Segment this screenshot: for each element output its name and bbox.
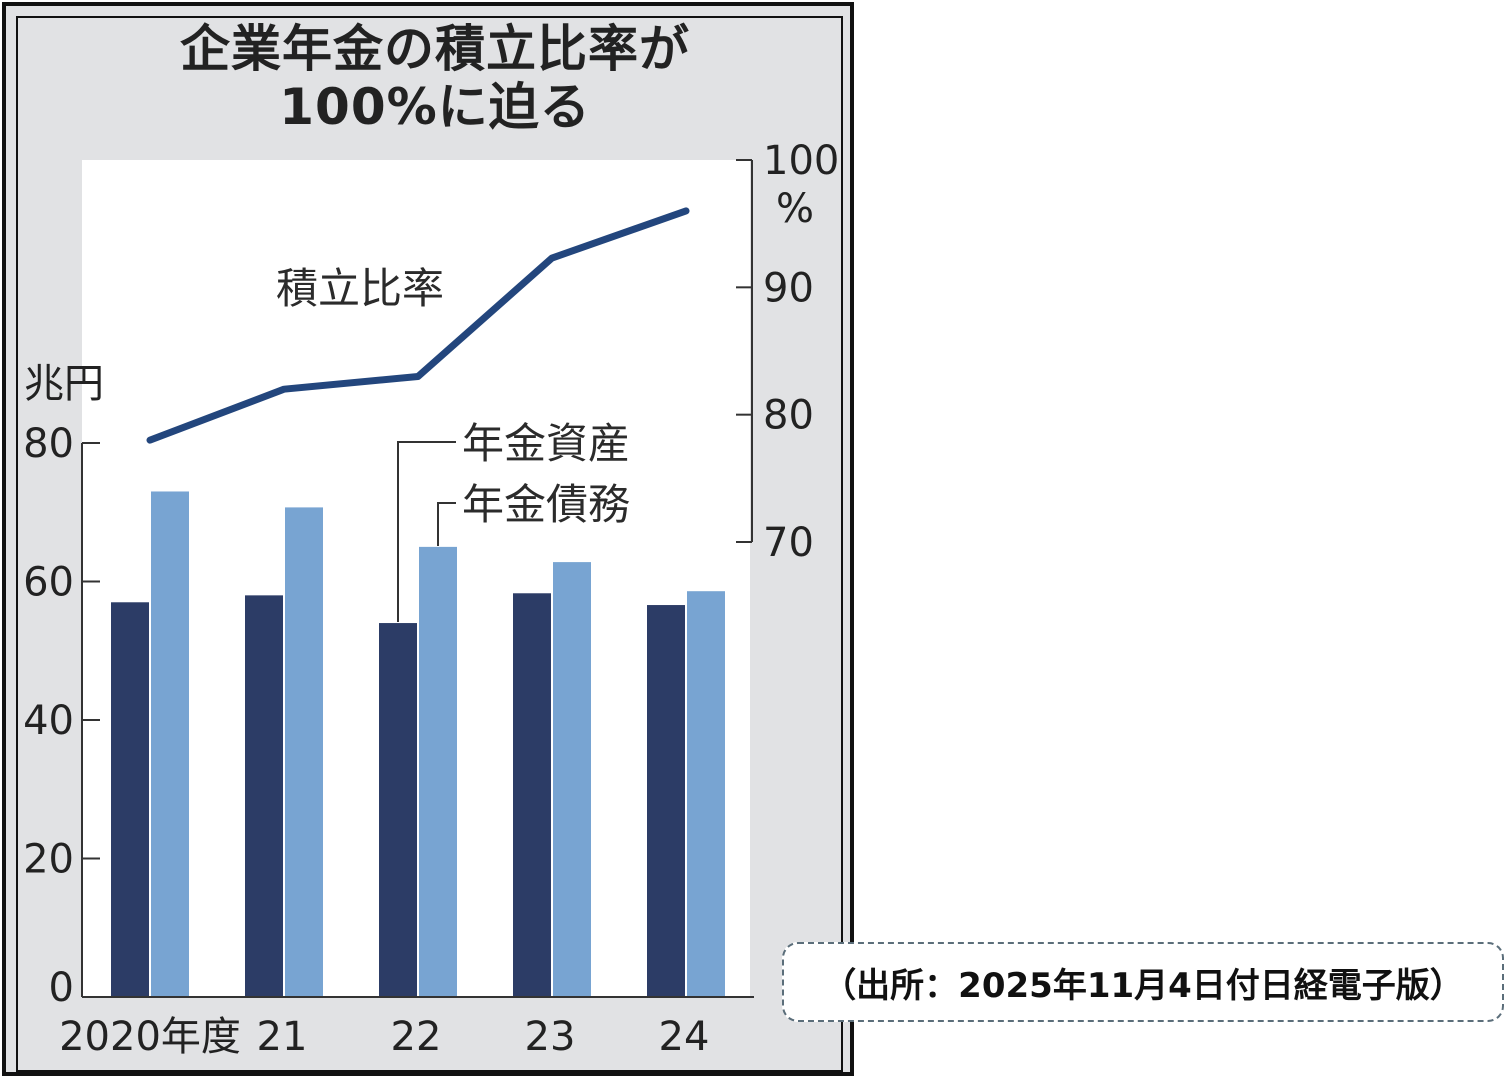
left-axis-label-2: 40 <box>23 698 74 744</box>
chart-title-line-2: 100%に迫る <box>279 78 591 136</box>
x-axis-label-2: 22 <box>391 1014 442 1060</box>
bar-assets-4 <box>647 605 685 997</box>
x-axis-label-1: 21 <box>257 1014 308 1060</box>
left-axis-label-1: 20 <box>23 837 74 883</box>
left-axis-label-4: 80 <box>23 421 74 467</box>
chart-title: 企業年金の積立比率が 100%に迫る <box>60 20 810 136</box>
bar-assets-3 <box>513 593 551 997</box>
bar-liabilities-1 <box>285 507 323 997</box>
left-axis-unit: 兆円 <box>24 361 104 407</box>
source-note: （出所：2025年11月4日付日経電子版） <box>782 942 1504 1022</box>
x-axis-label-4: 24 <box>659 1014 710 1060</box>
chart-title-line-1: 企業年金の積立比率が <box>180 20 690 78</box>
liabilities-leader-line <box>437 502 456 546</box>
chart-svg: 0 20 40 60 80 兆円 70 80 90 100% 2020年度 21 22 23 24 積立比率年… <box>23 138 839 1060</box>
bar-liabilities-2 <box>419 546 457 997</box>
ratio-point-3 <box>551 257 553 260</box>
bar-liabilities-0 <box>151 491 189 997</box>
ratio-point-0 <box>149 439 151 442</box>
right-axis-label-0: 70 <box>763 520 814 566</box>
bar-liabilities-3 <box>553 562 591 997</box>
right-axis-label-2: 90 <box>763 265 814 311</box>
left-axis-label-0: 0 <box>49 965 74 1011</box>
ratio-line-label: 積立比率 <box>276 264 444 313</box>
ratio-point-1 <box>283 388 285 391</box>
x-axis-label-0: 2020年度 <box>59 1014 241 1060</box>
right-axis-label-3: 100 <box>763 138 839 184</box>
right-axis-label-1: 80 <box>763 393 814 439</box>
right-axis-unit: % <box>776 186 814 232</box>
left-axis-label-3: 60 <box>23 560 74 606</box>
assets-leader-line <box>397 441 456 622</box>
ratio-point-2 <box>417 375 419 378</box>
x-axis-label-3: 23 <box>525 1014 576 1060</box>
liabilities-label: 年金債務 <box>462 480 630 529</box>
ratio-point-4 <box>685 209 687 212</box>
bar-assets-2 <box>379 623 417 997</box>
assets-label: 年金資産 <box>462 419 630 468</box>
bar-assets-1 <box>245 595 283 997</box>
bar-liabilities-4 <box>687 591 725 997</box>
bar-assets-0 <box>111 602 149 997</box>
